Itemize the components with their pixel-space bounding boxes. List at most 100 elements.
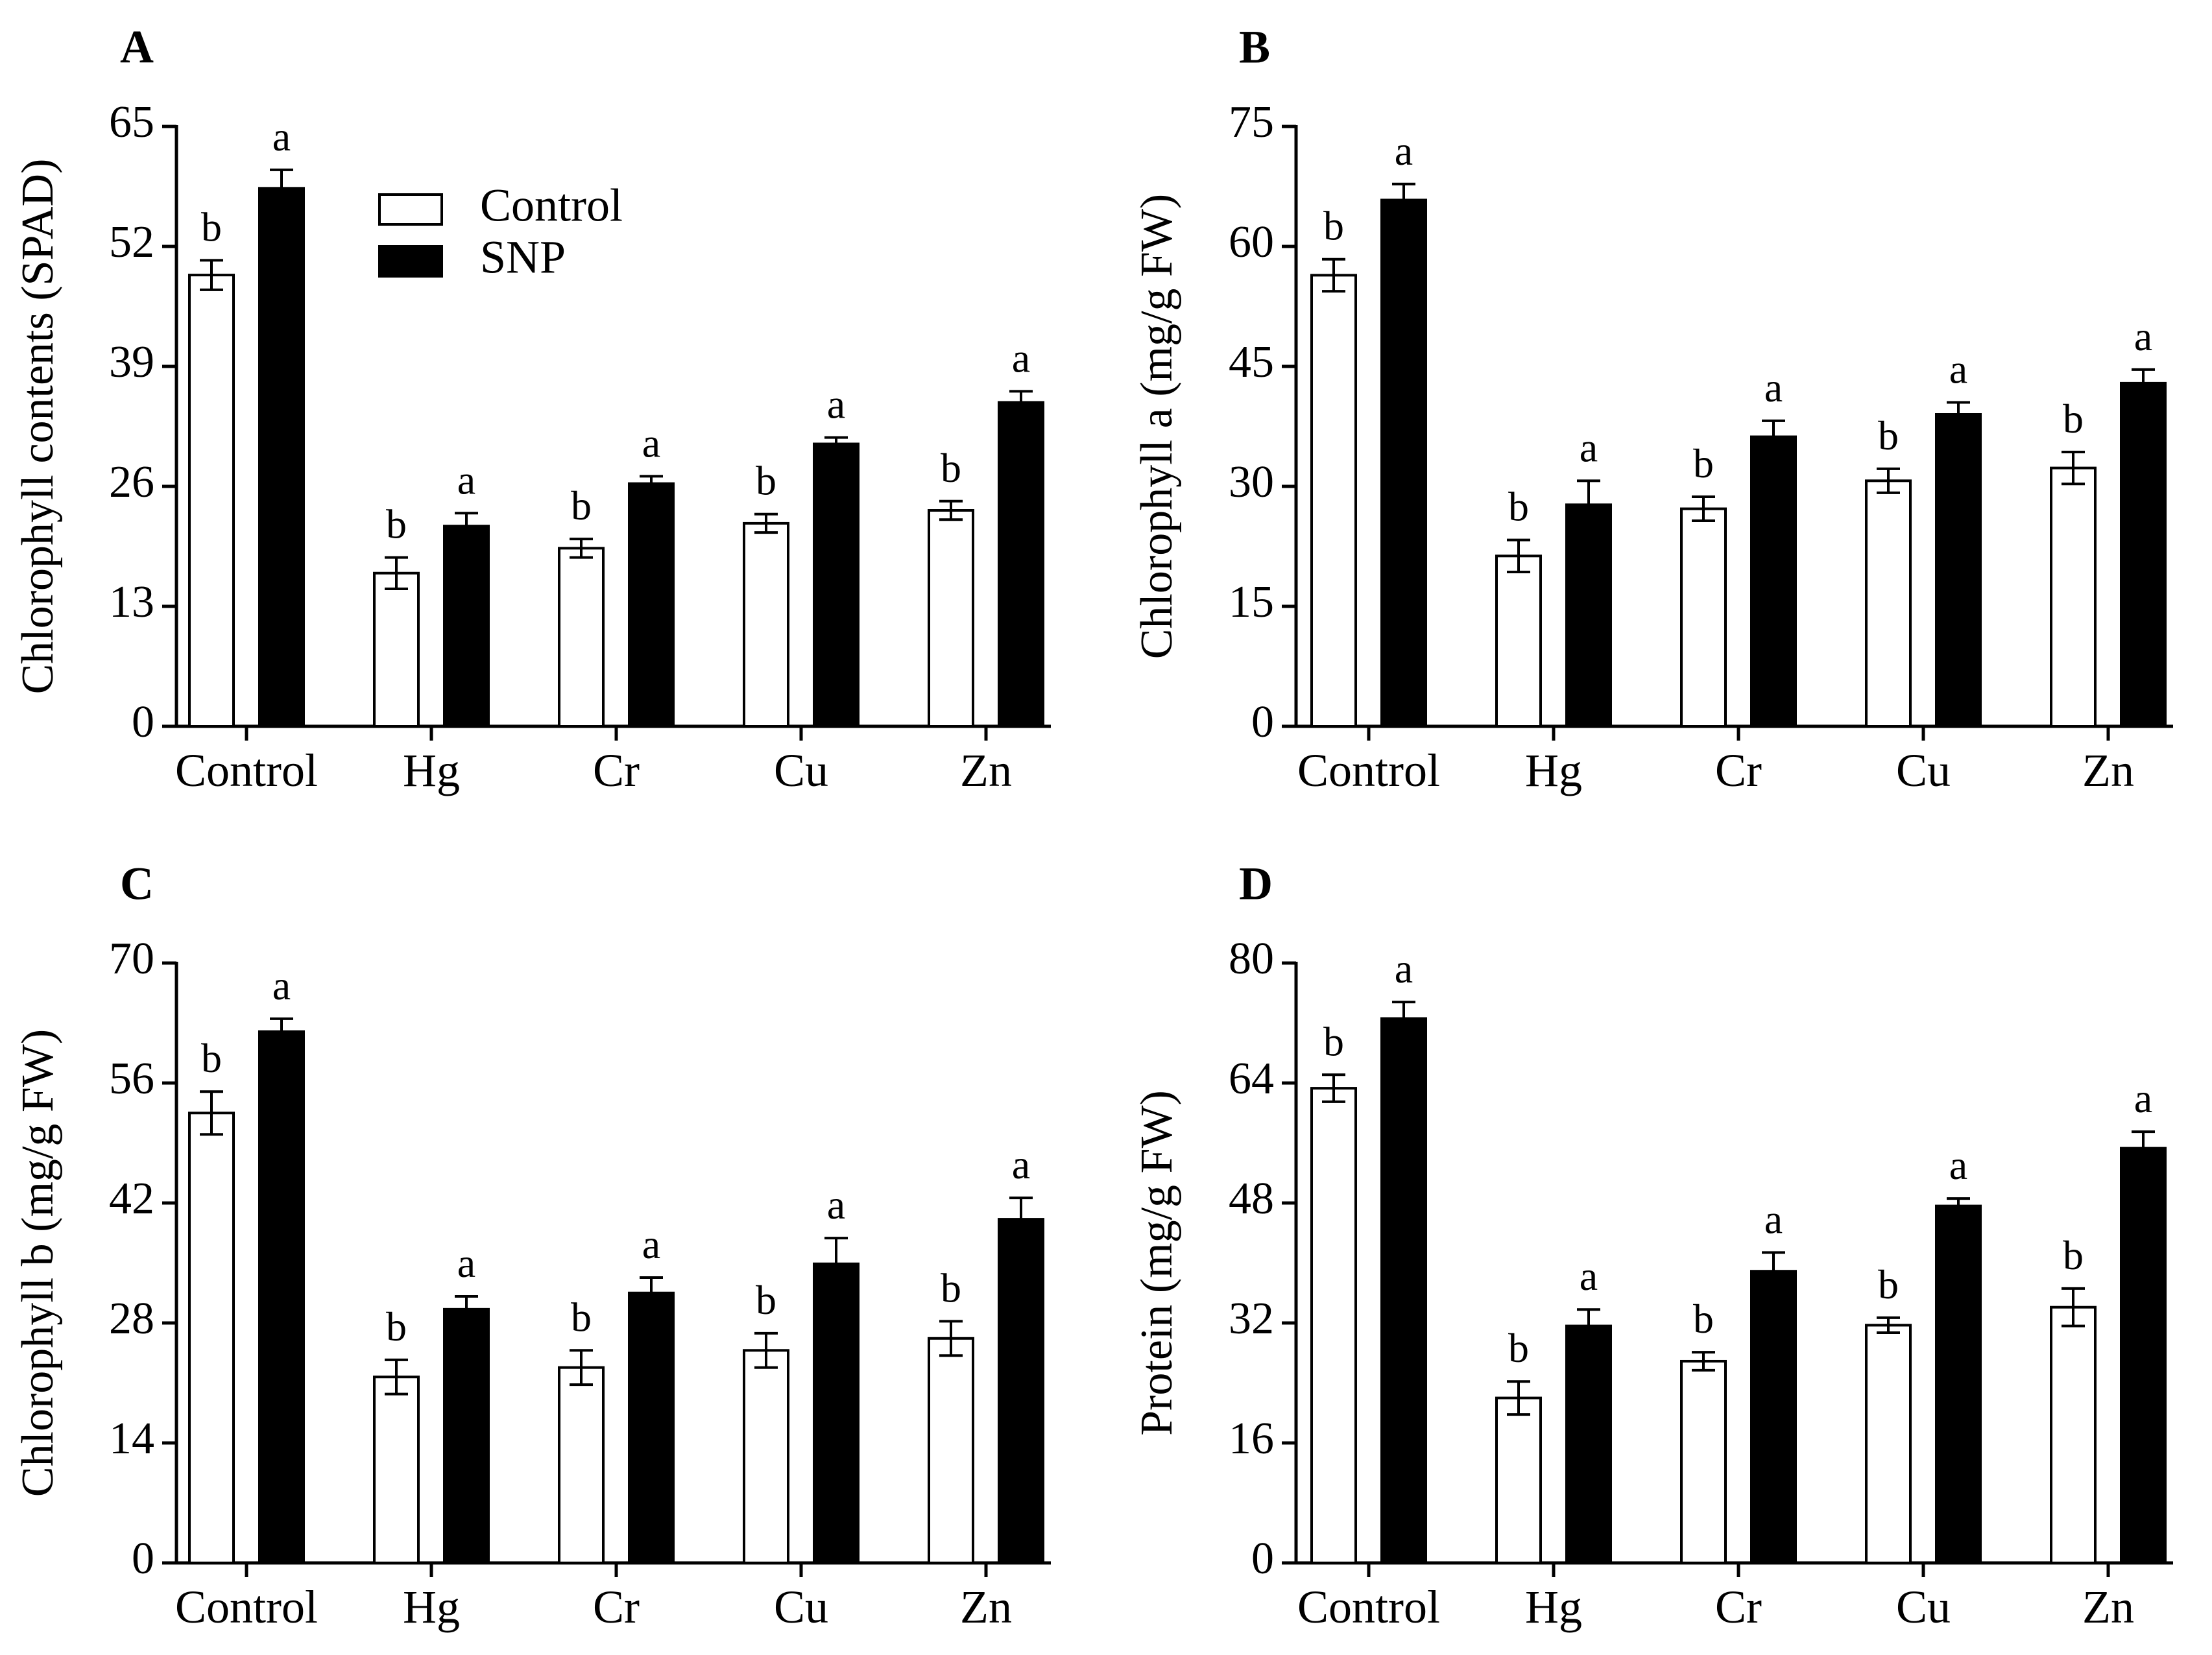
significance-letter: a	[457, 457, 475, 503]
bar-snp-zn	[998, 401, 1044, 728]
bar-control-zn	[928, 509, 974, 728]
panel-letter: B	[1239, 21, 1270, 73]
significance-letter: b	[201, 1035, 222, 1081]
significance-letter: a	[642, 1221, 660, 1267]
x-tick-label: Control	[175, 1581, 318, 1633]
significance-letter: b	[201, 204, 222, 250]
significance-letter: a	[1949, 346, 1967, 392]
x-tick-label: Zn	[960, 1581, 1012, 1633]
y-tick-label: 0	[132, 697, 154, 747]
y-axis-title: Protein (mg/g FW)	[1132, 1090, 1182, 1436]
bar-control-cu	[743, 1349, 789, 1564]
y-tick-label: 32	[1229, 1294, 1274, 1344]
x-tick-label: Hg	[403, 1581, 460, 1633]
significance-letter: b	[386, 501, 407, 547]
bar-control-cr	[1680, 1359, 1727, 1564]
y-tick-label: 0	[132, 1534, 154, 1584]
y-tick-label: 39	[109, 337, 154, 387]
x-tick-label: Cu	[774, 744, 828, 796]
significance-letter: b	[1878, 412, 1899, 458]
y-tick-label: 14	[109, 1414, 154, 1464]
significance-letter: a	[2134, 313, 2152, 359]
significance-letter: a	[1764, 1196, 1783, 1242]
y-tick-label: 28	[109, 1294, 154, 1344]
significance-letter: a	[1012, 335, 1030, 381]
bar-snp-control	[258, 1030, 305, 1564]
x-tick-label: Control	[1297, 1581, 1440, 1633]
bar-control-cr	[558, 547, 605, 728]
bar-control-control	[188, 1112, 235, 1564]
bar-control-hg	[373, 571, 420, 728]
y-axis-title: Chlorophyll contents (SPAD)	[13, 159, 63, 695]
bar-control-control	[1310, 274, 1357, 728]
bar-control-control	[1310, 1087, 1357, 1564]
y-tick-label: 0	[1251, 1534, 1274, 1584]
bar-snp-hg	[1565, 1324, 1612, 1564]
x-tick-label: Cr	[593, 744, 640, 796]
significance-letter: b	[1323, 203, 1344, 249]
y-tick-label: 70	[109, 934, 154, 984]
significance-letter: a	[272, 962, 291, 1008]
significance-letter: b	[386, 1304, 407, 1350]
significance-letter: b	[2063, 396, 2084, 442]
bar-snp-cr	[628, 482, 675, 728]
x-tick-label: Hg	[403, 744, 460, 796]
y-tick-label: 30	[1229, 457, 1274, 507]
bar-snp-control	[1380, 198, 1427, 728]
y-tick-label: 48	[1229, 1174, 1274, 1224]
bar-control-hg	[1495, 1396, 1542, 1564]
significance-letter: a	[1949, 1142, 1967, 1188]
y-tick-label: 26	[109, 457, 154, 507]
bar-control-zn	[2050, 466, 2097, 728]
x-tick-label: Cu	[774, 1581, 828, 1633]
x-tick-label: Control	[1297, 744, 1440, 796]
y-tick-label: 64	[1229, 1054, 1274, 1104]
bar-snp-hg	[443, 525, 490, 728]
x-tick-label: Control	[175, 744, 318, 796]
bar-snp-hg	[443, 1307, 490, 1565]
bar-control-cr	[1680, 507, 1727, 728]
y-tick-label: 16	[1229, 1414, 1274, 1464]
significance-letter: b	[1508, 484, 1529, 530]
significance-letter: b	[1878, 1261, 1899, 1307]
significance-letter: b	[941, 1265, 961, 1311]
bar-snp-cu	[813, 1262, 860, 1564]
significance-letter: b	[1323, 1018, 1344, 1064]
significance-letter: b	[1693, 440, 1714, 486]
x-tick-label: Zn	[960, 744, 1012, 796]
y-tick-label: 52	[109, 217, 154, 267]
significance-letter: b	[2063, 1232, 2084, 1278]
significance-letter: b	[1508, 1325, 1529, 1371]
panel-c: C Chlorophyll b (mg/g FW) 0 14 28 42 56 70 Contr…	[13, 858, 1051, 1633]
bar-snp-cr	[628, 1291, 675, 1564]
panel-d: D Protein (mg/g FW) 0 16 32 48 64 80 Control Hg Cr…	[1132, 858, 2173, 1633]
panel-a: A Chlorophyll contents (SPAD) 0 13 26 39 52 65 C…	[13, 21, 1051, 796]
y-tick-label: 45	[1229, 337, 1274, 387]
bar-snp-cu	[1935, 1204, 1982, 1564]
legend-label: SNP	[480, 232, 566, 283]
y-tick-label: 75	[1229, 97, 1274, 147]
y-tick-label: 13	[109, 577, 154, 627]
y-tick-label: 42	[109, 1174, 154, 1224]
y-tick-label: 60	[1229, 217, 1274, 267]
significance-letter: b	[571, 1294, 592, 1340]
significance-letter: a	[1395, 946, 1413, 992]
bar-control-zn	[928, 1337, 974, 1564]
significance-letter: b	[756, 1277, 776, 1323]
significance-letter: b	[756, 458, 776, 504]
bar-snp-control	[1380, 1017, 1427, 1564]
bar-control-hg	[1495, 554, 1542, 728]
significance-letter: a	[2134, 1075, 2152, 1121]
bar-control-control	[188, 274, 235, 728]
panel-letter: A	[120, 21, 154, 73]
bar-control-cu	[1865, 479, 1912, 728]
x-tick-label: Cr	[1715, 744, 1762, 796]
bar-snp-hg	[1565, 503, 1612, 728]
y-axis-title: Chlorophyll a (mg/g FW)	[1132, 194, 1182, 659]
x-tick-label: Hg	[1525, 744, 1582, 796]
significance-letter: a	[1580, 424, 1598, 470]
bar-snp-zn	[2120, 1147, 2167, 1564]
bar-control-hg	[373, 1375, 420, 1564]
significance-letter: a	[1395, 128, 1413, 174]
bar-control-zn	[2050, 1305, 2097, 1564]
